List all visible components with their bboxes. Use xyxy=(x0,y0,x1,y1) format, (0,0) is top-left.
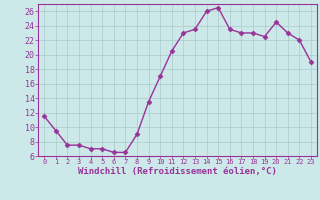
X-axis label: Windchill (Refroidissement éolien,°C): Windchill (Refroidissement éolien,°C) xyxy=(78,167,277,176)
